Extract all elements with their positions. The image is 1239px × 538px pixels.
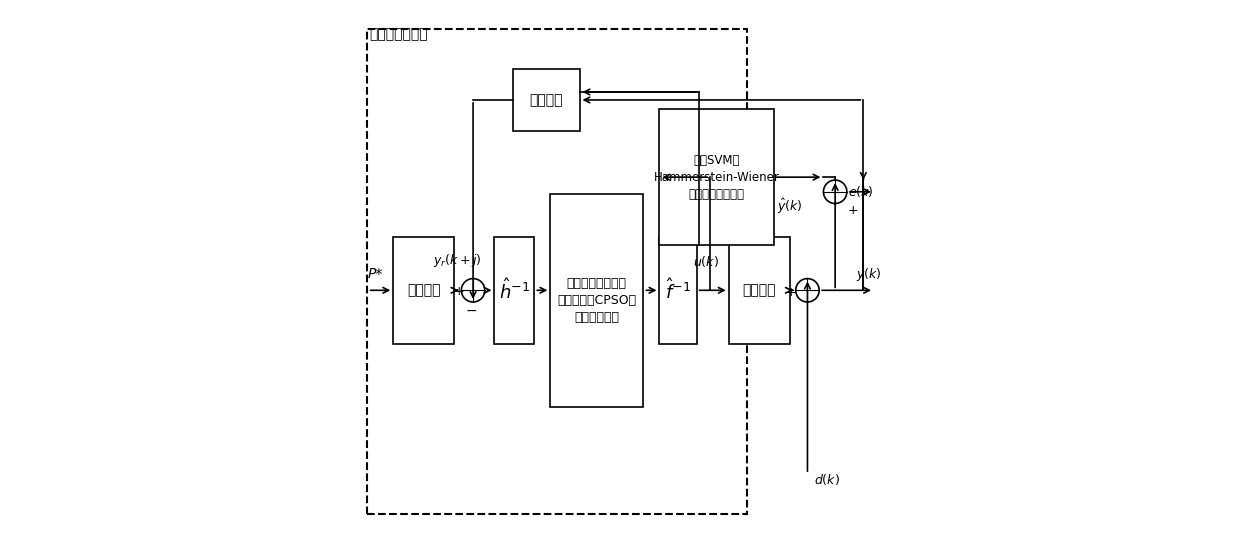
Bar xyxy=(729,237,790,344)
Bar xyxy=(659,237,696,344)
Text: +: + xyxy=(786,286,797,300)
Bar xyxy=(513,69,580,131)
Circle shape xyxy=(795,279,819,302)
Text: $d(k)$: $d(k)$ xyxy=(814,472,840,487)
Text: +: + xyxy=(847,204,859,217)
Text: $y(k)$: $y(k)$ xyxy=(856,266,882,283)
Text: 风电系统: 风电系统 xyxy=(742,284,776,298)
Text: $e(k)$: $e(k)$ xyxy=(849,185,873,199)
Text: 滚动优化（基于拟
牛顿信赖域CPSO混
合优化算法）: 滚动优化（基于拟 牛顿信赖域CPSO混 合优化算法） xyxy=(558,278,637,324)
Text: 预测输出: 预测输出 xyxy=(529,93,563,107)
Text: $y_r(k+j)$: $y_r(k+j)$ xyxy=(432,252,481,269)
Text: $\hat{y}(k)$: $\hat{y}(k)$ xyxy=(777,197,802,216)
Text: 广义预测控制器: 广义预测控制器 xyxy=(369,27,427,41)
Circle shape xyxy=(461,279,484,302)
Text: 参考轨迹: 参考轨迹 xyxy=(408,284,441,298)
Bar xyxy=(659,109,774,245)
Text: +: + xyxy=(453,285,465,299)
Text: $u(k)$: $u(k)$ xyxy=(694,254,719,269)
Circle shape xyxy=(824,180,846,203)
Bar xyxy=(393,237,455,344)
Text: −: − xyxy=(466,303,477,317)
Bar xyxy=(367,30,747,514)
Bar xyxy=(550,194,643,407)
Text: P*: P* xyxy=(368,267,383,281)
Bar xyxy=(494,237,534,344)
Text: $\hat{h}^{-1}$: $\hat{h}^{-1}$ xyxy=(499,278,530,303)
Text: 基于SVM的
Hammerstein-Wiener
风电系统预测模型: 基于SVM的 Hammerstein-Wiener 风电系统预测模型 xyxy=(654,154,779,201)
Text: $\hat{f}^{-1}$: $\hat{f}^{-1}$ xyxy=(665,278,691,303)
